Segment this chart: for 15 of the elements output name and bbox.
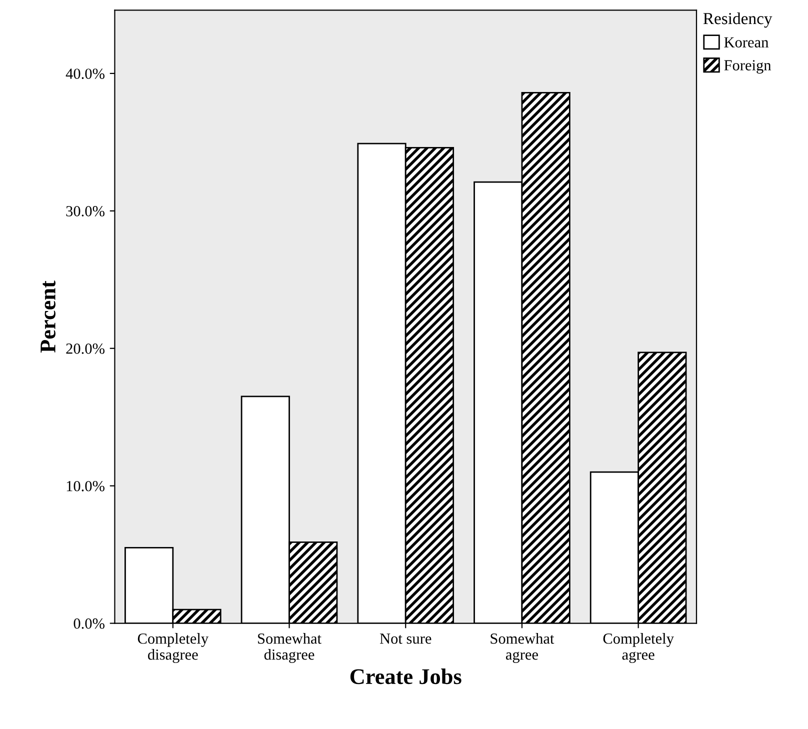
x-tick-label: Not sure <box>380 634 432 644</box>
x-tick-label: Completely agree <box>603 633 674 663</box>
y-tick-label: 10.0% <box>66 480 104 492</box>
y-tick-label: 0.0% <box>74 618 104 629</box>
x-axis-title: Create Jobs <box>350 668 462 684</box>
x-tick-label: Somewhat agree <box>490 633 554 663</box>
y-tick-label: 20.0% <box>66 344 104 354</box>
y-tick-label: 30.0% <box>66 206 104 216</box>
x-tick-label: Somewhat disagree <box>258 633 322 663</box>
x-tick-label: Completely disagree <box>138 633 208 663</box>
legend-label: Foreign <box>724 60 772 74</box>
legend-title: Residency <box>703 12 772 28</box>
y-tick-label: 40.0% <box>66 68 104 79</box>
legend-label: Korean <box>724 37 768 48</box>
y-axis-title: Percent <box>40 280 56 353</box>
